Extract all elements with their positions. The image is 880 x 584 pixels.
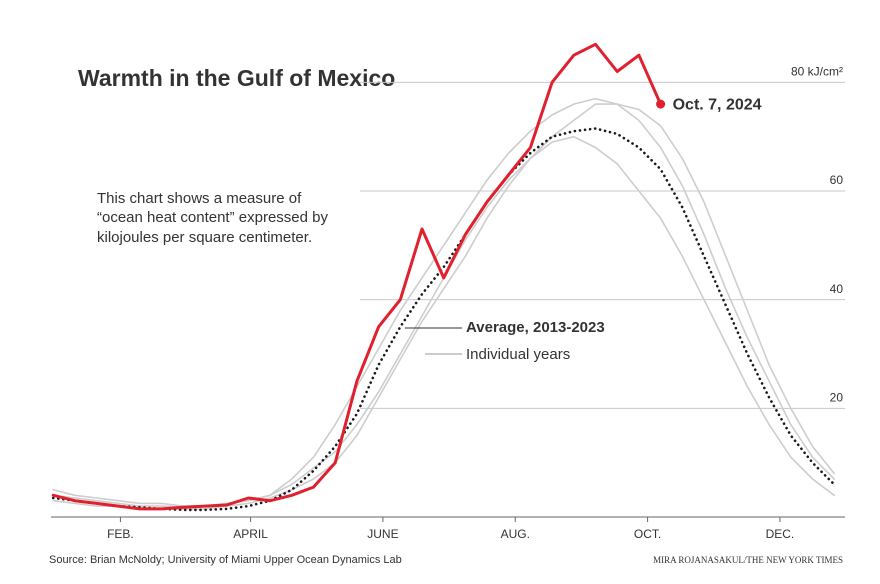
end-label: Oct. 7, 2024	[673, 96, 762, 113]
year-line	[52, 103, 835, 507]
individual-years-label: Individual years	[466, 346, 570, 363]
x-tick-label: OCT.	[634, 527, 661, 541]
x-tick-label: JUNE	[367, 527, 398, 541]
y-tick-label: 40	[830, 282, 844, 296]
description-line: This chart shows a measure of	[97, 190, 302, 207]
x-tick-label: APRIL	[233, 527, 268, 541]
grid: 20 40 60 80 kJ/cm² FEB. APRIL JUNE AUG. OCT. DEC.	[51, 65, 845, 541]
year-line	[52, 97, 835, 508]
year-line	[52, 135, 835, 510]
lines: Oct. 7, 2024	[51, 42, 836, 512]
source: Source: Brian McNoldy; University of Mia…	[49, 554, 402, 566]
credit: MIRA ROJANASAKUL/THE NEW YORK TIMES	[653, 555, 843, 565]
highlight-line	[51, 42, 663, 511]
end-dot	[656, 99, 666, 109]
average-line	[51, 127, 836, 512]
y-tick-label: 80 kJ/cm²	[791, 65, 843, 79]
x-tick-label: AUG.	[501, 527, 530, 541]
y-tick-label: 60	[830, 173, 844, 187]
x-tick-label: FEB.	[107, 527, 134, 541]
chart-title: Warmth in the Gulf of Mexico	[78, 65, 395, 91]
average-label: Average, 2013-2023	[466, 319, 605, 336]
x-tick-label: DEC.	[766, 527, 795, 541]
description-line: “ocean heat content” expressed by	[97, 209, 328, 226]
y-tick-label: 20	[830, 391, 844, 405]
description-line: kilojoules per square centimeter.	[97, 229, 312, 246]
